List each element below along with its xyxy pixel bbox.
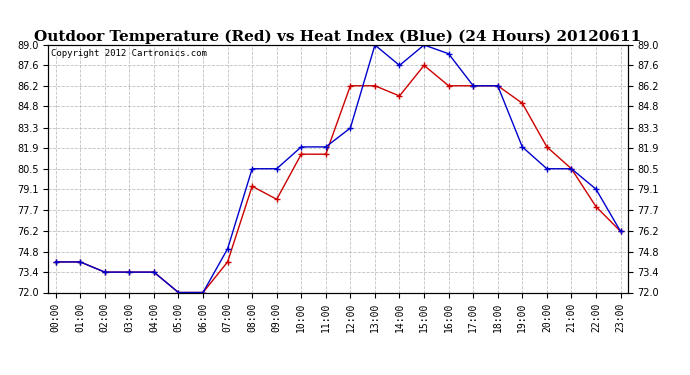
Title: Outdoor Temperature (Red) vs Heat Index (Blue) (24 Hours) 20120611: Outdoor Temperature (Red) vs Heat Index … <box>34 30 642 44</box>
Text: Copyright 2012 Cartronics.com: Copyright 2012 Cartronics.com <box>51 49 207 58</box>
